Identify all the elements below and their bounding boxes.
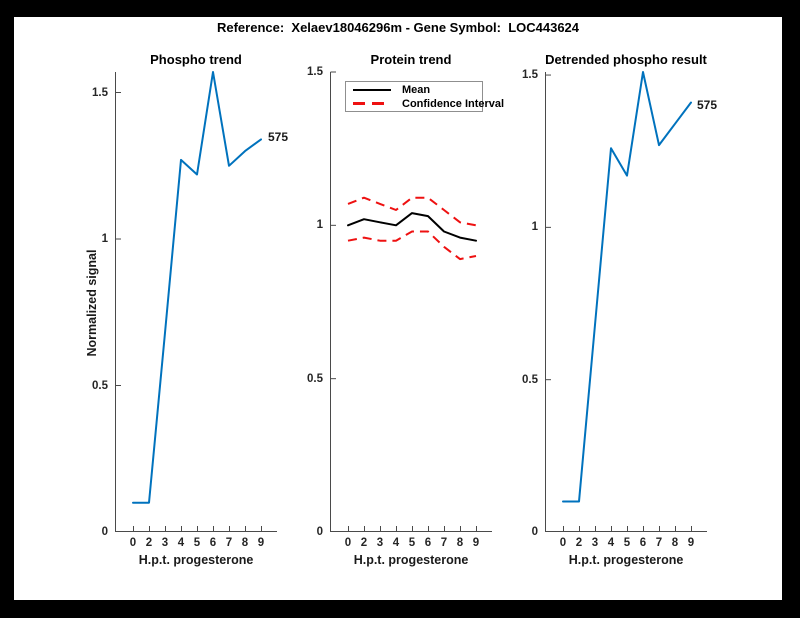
phospho-trend-plot — [115, 71, 277, 532]
x-tick-label: 2 — [145, 537, 153, 549]
x-tick-label: 5 — [408, 537, 416, 549]
x-tick-label: 8 — [671, 537, 679, 549]
y-tick-label: 0.5 — [522, 373, 538, 386]
x-tick-label: 4 — [607, 537, 615, 549]
x-tick-label: 0 — [344, 537, 352, 549]
x-tick-label: 9 — [257, 537, 265, 549]
series-line-mean — [347, 212, 477, 242]
series-end-label: 575 — [697, 98, 718, 112]
subplot-protein-trend: Protein trend Mean Confidence Interval H… — [307, 52, 504, 567]
y-tick-label: 1 — [531, 221, 538, 234]
y-tick-label: 0 — [101, 525, 108, 538]
x-axis-label: H.p.t. progesterone — [138, 553, 254, 567]
subplot-title: Protein trend — [370, 52, 452, 67]
x-axis-label: H.p.t. progesterone — [568, 553, 684, 567]
x-tick-label: 7 — [225, 537, 233, 549]
subplot-title: Phospho trend — [150, 52, 242, 67]
x-tick-label: 5 — [193, 537, 201, 549]
x-tick-label: 3 — [376, 537, 384, 549]
subplot-detrended-phospho-result: Detrended phospho result H.p.t. progeste… — [522, 52, 717, 567]
series-line-confidence-upper — [347, 196, 477, 227]
series-end-label: 575 — [268, 130, 289, 144]
x-tick-label: 2 — [360, 537, 368, 549]
x-tick-label: 3 — [161, 537, 169, 549]
x-tick-label: 0 — [559, 537, 567, 549]
x-tick-label: 7 — [655, 537, 663, 549]
protein-trend-plot — [330, 71, 492, 532]
confidence-interval-line-sample-icon — [353, 102, 391, 105]
y-tick-label: 1.5 — [522, 69, 538, 82]
x-tick-label: 2 — [575, 537, 583, 549]
mean-line-sample-icon — [353, 88, 391, 91]
x-tick-label: 9 — [472, 537, 480, 549]
y-axis-label: Normalized signal — [85, 249, 99, 357]
x-tick-label: 0 — [129, 537, 137, 549]
series-line-phospho-signal — [132, 71, 262, 504]
x-tick-label: 4 — [177, 537, 185, 549]
x-tick-label: 6 — [424, 537, 432, 549]
legend-item-confidence-interval: Confidence Interval — [353, 98, 504, 110]
y-tick-label: 0.5 — [307, 372, 323, 385]
legend-label-confidence-interval: Confidence Interval — [402, 97, 505, 110]
series-line-detrended-phospho-signal — [562, 71, 692, 503]
y-tick-label: 1 — [316, 219, 323, 232]
legend: Mean Confidence Interval — [345, 81, 504, 112]
series-line-confidence-lower — [347, 230, 477, 261]
legend-item-mean: Mean — [353, 84, 482, 96]
x-tick-label: 4 — [392, 537, 400, 549]
y-tick-label: 0 — [316, 525, 323, 538]
x-axis-label: H.p.t. progesterone — [353, 553, 469, 567]
figure-title: Reference: Xelaev18046296m - Gene Symbol… — [216, 20, 580, 35]
x-tick-label: 6 — [639, 537, 647, 549]
x-tick-label: 6 — [209, 537, 217, 549]
detrended-phospho-plot — [545, 71, 707, 532]
x-tick-label: 3 — [591, 537, 599, 549]
legend-label-mean: Mean — [402, 83, 431, 96]
y-tick-label: 1.5 — [92, 86, 108, 99]
x-tick-label: 8 — [456, 537, 464, 549]
y-tick-label: 1 — [101, 233, 108, 245]
figure-canvas: Reference: Xelaev18046296m - Gene Symbol… — [14, 17, 782, 600]
subplot-phospho-trend: Phospho trend H.p.t. progesterone 575 0 0… — [92, 52, 288, 567]
subplot-title: Detrended phospho result — [545, 52, 707, 67]
x-tick-label: 5 — [623, 537, 631, 549]
x-tick-label: 8 — [241, 537, 249, 549]
y-tick-label: 1.5 — [307, 66, 323, 78]
x-tick-label: 9 — [687, 537, 695, 549]
y-tick-label: 0.5 — [92, 379, 108, 392]
x-tick-label: 7 — [440, 537, 448, 549]
y-tick-label: 0 — [531, 525, 538, 538]
